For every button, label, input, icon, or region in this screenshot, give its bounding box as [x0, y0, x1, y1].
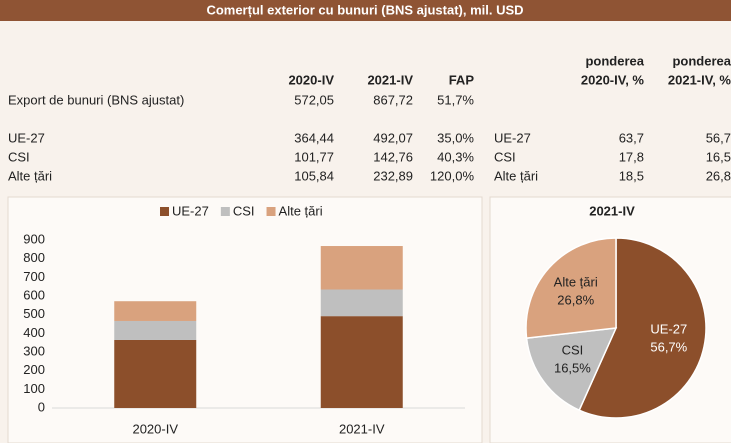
column-header: 2021-IV [367, 72, 413, 87]
pie-value-label: 26,8% [557, 292, 594, 307]
pie-value-label: 16,5% [554, 360, 591, 375]
sheet-title: Comerțul exterior cu bunuri (BNS ajustat… [206, 2, 523, 17]
bar-panel [7, 196, 483, 443]
y-tick-label: 500 [23, 306, 45, 321]
x-tick-label: 2021-IV [339, 421, 385, 436]
pie-slice [525, 327, 618, 412]
y-tick-label: 900 [23, 231, 45, 246]
title-bar [0, 0, 731, 21]
cell: 63,7 [619, 130, 644, 145]
bar-segment [114, 339, 197, 408]
row-label: Alte țări [494, 168, 538, 183]
y-tick-label: 0 [38, 399, 45, 414]
row-label: UE-27 [8, 130, 45, 145]
column-header: 2020-IV [288, 72, 334, 87]
y-tick-label: 200 [23, 362, 45, 377]
cell: 232,89 [373, 168, 413, 183]
cell: 16,5 [706, 149, 731, 164]
cell: 51,7% [437, 92, 474, 107]
y-tick-label: 400 [23, 325, 45, 340]
legend-swatch [266, 207, 276, 216]
cell: 17,8 [619, 149, 644, 164]
pie-label: Alte țări [554, 274, 598, 289]
row-label: UE-27 [494, 130, 531, 145]
cell: 120,0% [430, 168, 475, 183]
row-label: CSI [494, 149, 516, 164]
cell: 26,8 [706, 168, 731, 183]
legend-label: CSI [233, 203, 255, 218]
pie-title: 2021-IV [589, 203, 635, 218]
column-header: 2020-IV, % [581, 72, 645, 87]
cell: 364,44 [294, 130, 334, 145]
bar-segment [320, 316, 403, 408]
legend-swatch [220, 207, 230, 216]
bar-segment [320, 289, 403, 317]
y-tick-label: 300 [23, 343, 45, 358]
cell: 867,72 [373, 92, 413, 107]
pie-label: CSI [562, 342, 584, 357]
y-tick-label: 100 [23, 381, 45, 396]
x-tick-label: 2020-IV [132, 421, 178, 436]
pie-label: UE-27 [650, 322, 687, 337]
pie-slice [578, 237, 707, 419]
bar-segment [114, 301, 197, 321]
row-label: CSI [8, 149, 30, 164]
column-header: 2021-IV, % [668, 72, 731, 87]
bar-segment [320, 246, 403, 290]
legend-label: Alte țări [279, 203, 323, 218]
cell: 492,07 [373, 130, 413, 145]
legend-swatch [160, 207, 169, 216]
y-tick-label: 600 [23, 287, 45, 302]
cell: 56,7 [706, 130, 731, 145]
y-tick-label: 800 [23, 250, 45, 265]
cell: 142,76 [373, 149, 413, 164]
cell: 35,0% [437, 130, 474, 145]
bar-segment [114, 320, 197, 340]
cell: 101,77 [294, 149, 334, 164]
cell: 105,84 [294, 168, 334, 183]
pie-slice [525, 237, 617, 339]
cell: 40,3% [437, 149, 474, 164]
column-header: ponderea [585, 53, 644, 68]
cell: 18,5 [619, 168, 644, 183]
legend-label: UE-27 [172, 203, 209, 218]
y-tick-label: 700 [23, 269, 45, 284]
row-label: Export de bunuri (BNS ajustat) [8, 92, 184, 107]
row-label: Alte țări [8, 168, 52, 183]
pie-value-label: 56,7% [650, 340, 687, 355]
column-header: FAP [449, 72, 475, 87]
column-header: ponderea [672, 53, 731, 68]
cell: 572,05 [294, 92, 334, 107]
